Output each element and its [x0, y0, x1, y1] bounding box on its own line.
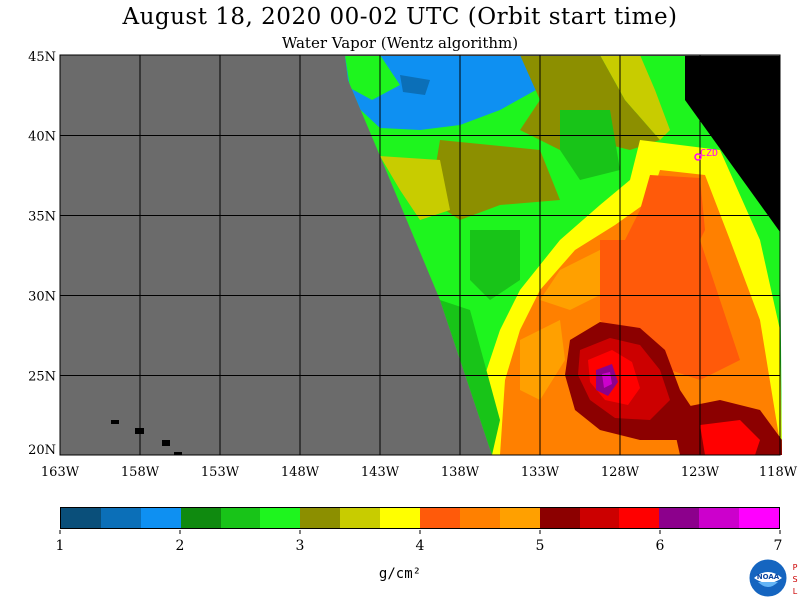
lon-label: 163W [41, 465, 80, 480]
page-subtitle: Water Vapor (Wentz algorithm) [281, 34, 519, 52]
colorbar-swatch [699, 508, 740, 528]
lat-label: 45N [28, 50, 56, 65]
lon-label: 138W [441, 465, 480, 480]
land-mass [680, 56, 780, 236]
map-frame [59, 54, 781, 456]
colorbar-swatch [140, 508, 181, 528]
station-marker: CZD [694, 148, 718, 161]
lat-label: 40N [28, 130, 56, 145]
psl-mark: P S L [792, 563, 798, 596]
colorbar-swatch [380, 508, 421, 528]
colorbar-tick-label: 2 [176, 538, 185, 554]
lon-label: 158W [121, 465, 160, 480]
latitude-labels: 45N 40N 35N 30N 25N 20N [28, 50, 56, 458]
lon-label: 123W [681, 465, 720, 480]
colorbar-tick-label: 4 [416, 538, 425, 554]
colorbar-tick-label: 1 [56, 538, 65, 554]
colorbar-tick-label: 5 [536, 538, 545, 554]
svg-text:P: P [793, 563, 798, 572]
lat-label: 25N [28, 370, 56, 385]
noaa-logo: NOAA [748, 558, 788, 598]
colorbar-swatch [220, 508, 261, 528]
colorbar [60, 507, 780, 529]
colorbar-swatch [340, 508, 381, 528]
colorbar-swatch [659, 508, 700, 528]
lon-label: 128W [601, 465, 640, 480]
colorbar-swatch [100, 508, 141, 528]
colorbar-swatch [420, 508, 460, 528]
station-label: CZD [700, 148, 718, 159]
lon-label: 153W [201, 465, 240, 480]
lon-label: 143W [361, 465, 400, 480]
units-label: g/cm² [378, 566, 422, 582]
lat-label: 35N [28, 210, 56, 225]
lat-label: 20N [28, 443, 56, 458]
lon-label: 133W [521, 465, 560, 480]
svg-text:L: L [793, 587, 798, 596]
colorbar-swatch [579, 508, 620, 528]
colorbar-tick-label: 3 [296, 538, 305, 554]
svg-text:S: S [792, 575, 797, 584]
lon-label: 118W [759, 465, 798, 480]
lat-lon-grid [60, 55, 780, 455]
colorbar-swatch [539, 508, 580, 528]
colorbar-swatch [739, 508, 780, 528]
colorbar-swatch [260, 508, 301, 528]
colorbar-swatch [61, 508, 101, 528]
page-title: August 18, 2020 00-02 UTC (Orbit start t… [122, 4, 678, 30]
lon-label: 148W [281, 465, 320, 480]
colorbar-tick-label: 7 [774, 538, 783, 554]
lat-label: 30N [28, 290, 56, 305]
colorbar-swatch [499, 508, 540, 528]
colorbar-swatch [180, 508, 221, 528]
colorbar-tick-labels: 1 2 3 4 5 6 7 [56, 530, 783, 554]
longitude-labels: 163W 158W 153W 148W 143W 138W 133W 128W 123W 118W [41, 465, 798, 480]
colorbar-swatch [300, 508, 341, 528]
colorbar-swatch [459, 508, 500, 528]
svg-text:NOAA: NOAA [757, 573, 780, 581]
colorbar-swatch [619, 508, 660, 528]
colorbar-tick-label: 6 [656, 538, 665, 554]
